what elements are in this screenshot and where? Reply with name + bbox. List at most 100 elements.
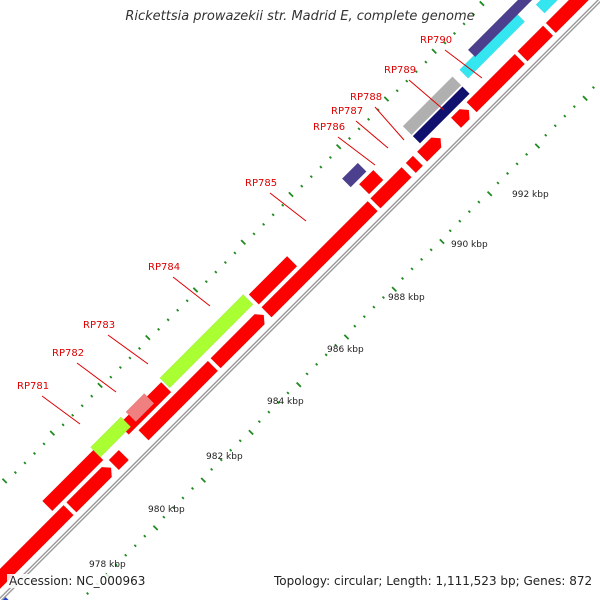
cds-gene-lane1-10 <box>466 53 526 113</box>
misc-feature-1 <box>341 162 367 188</box>
outer-tick <box>176 308 180 312</box>
gene-label-rp783: RP783 <box>83 320 115 331</box>
inner-tick <box>286 391 290 395</box>
inner-tick <box>591 86 595 90</box>
inner-tick <box>267 410 271 414</box>
outer-tick <box>281 203 285 207</box>
inner-tick <box>362 315 366 319</box>
outer-tick <box>335 143 342 150</box>
outer-tick <box>233 251 237 255</box>
outer-tick <box>328 156 332 160</box>
topology-label: Topology: circular; Length: 1,111,523 bp… <box>272 574 595 588</box>
inner-tick <box>162 515 166 519</box>
gene-label-rp789: RP789 <box>384 65 416 76</box>
outer-tick <box>347 136 352 140</box>
outer-tick <box>90 394 94 398</box>
outer-tick <box>240 239 247 245</box>
gene-label-rp782: RP782 <box>52 348 84 359</box>
inner-tick <box>190 486 195 490</box>
scale-label: 984 kbp <box>267 397 304 407</box>
outer-tick <box>472 12 476 16</box>
outer-tick <box>452 31 457 35</box>
outer-tick <box>395 89 399 93</box>
outer-tick <box>204 280 208 284</box>
inner-tick <box>248 429 254 436</box>
outer-tick <box>49 430 56 436</box>
misc-feature-2 <box>467 0 533 58</box>
cds-gene-lane1-7 <box>405 155 424 174</box>
outer-tick <box>367 117 371 121</box>
scale-label: 990 kbp <box>451 240 488 250</box>
scale-label: 978 kbp <box>89 560 126 570</box>
outer-tick <box>462 22 466 26</box>
cds-gene-lane1-4 <box>210 314 265 369</box>
gene-label-rp786: RP786 <box>313 122 345 133</box>
inner-tick <box>334 343 338 347</box>
outer-tick <box>13 471 17 475</box>
gene-label-rp790: RP790 <box>420 35 452 46</box>
inner-tick <box>85 591 90 595</box>
cds-gene-lane2-3 <box>358 169 384 195</box>
cds-gene-lane1-8 <box>416 137 442 162</box>
outer-tick <box>262 222 266 226</box>
inner-tick <box>343 334 350 340</box>
outer-tick <box>128 356 132 360</box>
outer-tick <box>166 318 170 322</box>
inner-tick <box>477 200 481 204</box>
outer-tick <box>405 79 409 83</box>
accession-label: Accession: NC_000963 <box>7 574 148 588</box>
outer-tick <box>288 191 294 198</box>
inner-tick <box>372 305 376 309</box>
inner-tick <box>429 248 433 252</box>
inner-tick <box>124 553 128 557</box>
outer-tick <box>223 261 227 265</box>
label-leader-rp789 <box>408 79 445 111</box>
trna-feature-1 <box>90 416 132 458</box>
outer-tick <box>424 60 428 64</box>
inner-tick <box>305 372 309 376</box>
inner-tick <box>563 114 567 118</box>
cds-gene-lane1-0 <box>0 504 74 590</box>
scale-label: 986 kbp <box>327 345 364 355</box>
outer-tick <box>157 327 161 331</box>
outer-tick <box>97 382 103 389</box>
gene-label-rp785: RP785 <box>245 178 277 189</box>
inner-tick <box>229 448 233 452</box>
outer-tick <box>80 404 84 408</box>
cds-gene-lane1-3 <box>138 360 219 441</box>
outer-tick <box>185 299 189 303</box>
rrna-feature <box>125 393 155 423</box>
outer-tick <box>71 413 75 417</box>
inner-tick <box>572 105 576 109</box>
scale-label: 988 kbp <box>388 293 425 303</box>
inner-tick <box>200 477 207 483</box>
gray-feature <box>402 76 462 136</box>
outer-tick <box>1 478 8 484</box>
inner-tick <box>152 525 159 531</box>
outer-tick <box>61 423 65 427</box>
label-leader-rp790 <box>444 49 483 79</box>
cds-gene-lane1-11 <box>517 25 554 62</box>
outer-tick <box>431 48 437 55</box>
cds-gene-lane1-12 <box>545 0 590 34</box>
cds-gene-lane2-2 <box>248 255 298 305</box>
inner-tick <box>420 257 424 261</box>
cds-gene-lane2-0 <box>42 449 104 512</box>
inner-tick <box>315 362 319 366</box>
inner-tick <box>324 353 328 357</box>
inner-tick <box>143 534 147 538</box>
dark-feature-1 <box>412 86 470 144</box>
outer-tick <box>357 127 361 131</box>
inner-tick <box>582 95 588 102</box>
cds-gene-lane1-9 <box>450 109 470 129</box>
inner-tick <box>515 162 519 166</box>
inner-tick <box>238 439 242 443</box>
inner-tick <box>210 467 214 471</box>
outer-tick <box>383 96 390 102</box>
outer-tick <box>192 287 199 293</box>
inner-tick <box>410 267 414 271</box>
inner-tick <box>544 133 548 137</box>
